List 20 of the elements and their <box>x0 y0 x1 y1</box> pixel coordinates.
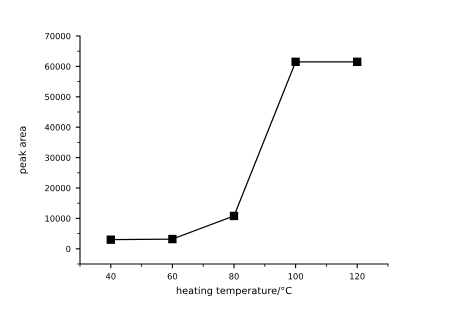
x-tick-label: 40 <box>106 273 116 280</box>
point <box>168 234 177 244</box>
point <box>291 58 300 66</box>
y-tick-label: 70000 <box>45 32 70 40</box>
x-tick-label: 120 <box>350 273 365 280</box>
x-tick-label: 100 <box>288 273 303 280</box>
x-tick-label: 80 <box>229 273 239 280</box>
y-tick-label: 40000 <box>44 124 70 130</box>
point <box>230 212 238 220</box>
y-tick-label: 20000 <box>45 184 70 192</box>
point <box>106 236 115 244</box>
x-axis-title: heating temperature/°C <box>176 286 292 296</box>
y-axis-title: peak area <box>18 126 28 174</box>
point <box>353 58 362 66</box>
x-tick-label: 60 <box>168 273 178 280</box>
y-tick-label: 50000 <box>45 94 70 100</box>
y-tick-label: 10000 <box>45 215 70 222</box>
y-tick-label: 0 <box>66 246 70 252</box>
y-tick-label: 60000 <box>45 63 70 70</box>
y-tick-label: 30000 <box>45 154 70 161</box>
